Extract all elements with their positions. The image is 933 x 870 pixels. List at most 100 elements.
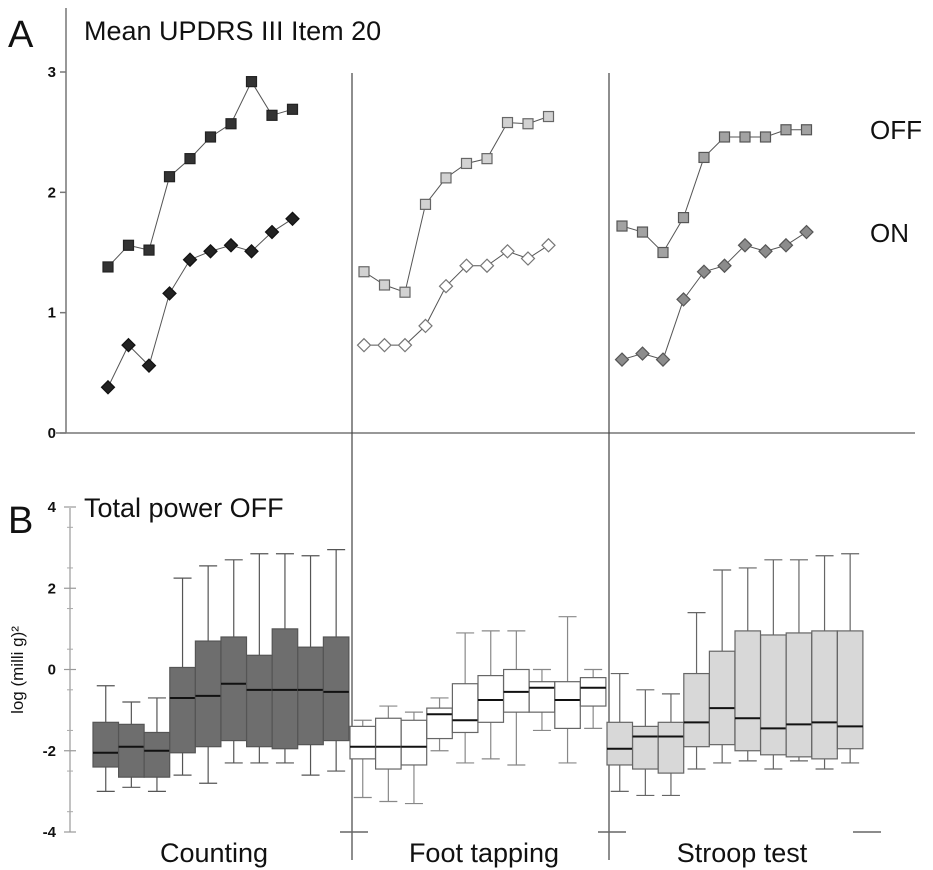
series-line-off	[363, 116, 549, 293]
panel-a-tick-label: 0	[48, 425, 56, 442]
data-point-off	[460, 157, 473, 170]
box	[271, 628, 299, 750]
box	[143, 731, 171, 778]
box	[528, 681, 556, 713]
data-point-off	[440, 172, 452, 184]
box	[400, 719, 428, 766]
data-point-off	[522, 118, 534, 130]
data-point-off	[419, 198, 432, 210]
data-point-off	[800, 124, 813, 136]
data-point-on	[244, 243, 259, 259]
panel-b-y-axis-label: log (milli g)²	[8, 626, 27, 714]
data-point-on	[162, 286, 177, 301]
series-line-on	[621, 231, 807, 361]
data-point-on	[737, 237, 753, 253]
data-point-on	[676, 292, 691, 307]
panel-a-series-labels: OFF ON	[870, 115, 922, 248]
box	[657, 721, 685, 774]
series-line-off	[107, 80, 293, 268]
box	[554, 681, 581, 730]
box	[169, 666, 196, 754]
panel-b-title: Total power OFF	[84, 493, 284, 523]
box	[811, 630, 838, 760]
box	[683, 672, 710, 748]
box	[349, 725, 377, 760]
data-point-on	[264, 224, 280, 240]
data-point-off	[184, 153, 196, 165]
data-point-on	[500, 243, 515, 259]
box	[503, 668, 530, 713]
data-point-off	[266, 109, 278, 121]
panel-a-y-ticks: 0 1 2 3	[48, 64, 66, 442]
data-point-off	[636, 226, 649, 238]
panel-a-series	[100, 76, 814, 395]
data-point-off	[759, 131, 772, 143]
condition-label: Foot tapping	[409, 838, 559, 868]
data-point-on	[223, 237, 239, 253]
data-point-on	[799, 224, 814, 240]
panel-a-tick-label: 1	[48, 305, 56, 322]
panel-b-tick-label: 4	[48, 499, 57, 516]
data-point-off	[718, 131, 731, 143]
data-point-on	[203, 243, 218, 259]
data-point-on	[479, 258, 495, 274]
panel-a-letter: A	[8, 14, 34, 56]
panel-a-title: Mean UPDRS III Item 20	[84, 16, 381, 46]
data-point-on	[459, 258, 474, 274]
data-point-on	[655, 352, 671, 367]
box	[375, 717, 402, 770]
data-point-on	[438, 278, 454, 294]
data-point-off	[780, 124, 792, 136]
data-point-on	[121, 337, 136, 353]
data-point-on	[696, 264, 712, 280]
series-label-off: OFF	[870, 115, 922, 145]
data-point-off	[616, 220, 628, 232]
data-point-off	[677, 212, 690, 224]
data-point-on	[182, 252, 198, 268]
data-point-off	[657, 246, 669, 259]
box	[606, 721, 634, 766]
data-point-on	[541, 237, 556, 253]
box	[220, 636, 248, 742]
data-point-on	[635, 346, 650, 361]
data-point-off	[143, 244, 155, 256]
data-point-on	[778, 237, 794, 253]
box	[708, 650, 736, 746]
box	[297, 646, 324, 746]
box	[631, 725, 659, 770]
data-point-on	[520, 251, 536, 266]
box	[836, 630, 864, 750]
data-point-off	[399, 286, 411, 298]
condition-label: Counting	[160, 838, 268, 868]
box	[194, 640, 222, 748]
panel-b-tick-label: -2	[43, 743, 56, 760]
panel-b-tick-label: 2	[48, 580, 56, 597]
data-point-off	[163, 171, 176, 183]
data-point-on	[285, 211, 300, 227]
data-point-on	[397, 337, 413, 353]
panel-a-tick-label: 2	[48, 184, 56, 201]
panel-a-tick-label: 3	[48, 64, 56, 81]
data-point-on	[717, 258, 732, 274]
series-line-on	[364, 244, 549, 346]
box	[451, 683, 479, 734]
panel-b-y-ticks: -4 -2 0 2 4	[43, 499, 76, 841]
panel-b-tick-label: 0	[48, 662, 56, 679]
data-point-off	[358, 266, 370, 278]
box	[785, 632, 813, 758]
series-line-on	[107, 218, 293, 388]
data-point-off	[286, 103, 299, 115]
data-point-off	[225, 118, 237, 130]
series-label-on: ON	[870, 218, 909, 248]
data-point-off	[481, 153, 493, 165]
panel-b-tick-label: -4	[43, 824, 57, 841]
condition-label: Stroop test	[677, 838, 808, 868]
data-point-off	[204, 131, 217, 143]
box	[426, 707, 453, 740]
data-point-off	[102, 261, 114, 273]
data-point-on	[614, 352, 630, 367]
data-point-on	[377, 337, 392, 353]
condition-labels: Counting Foot tapping Stroop test	[160, 838, 808, 868]
panel-b-boxes	[92, 549, 864, 805]
